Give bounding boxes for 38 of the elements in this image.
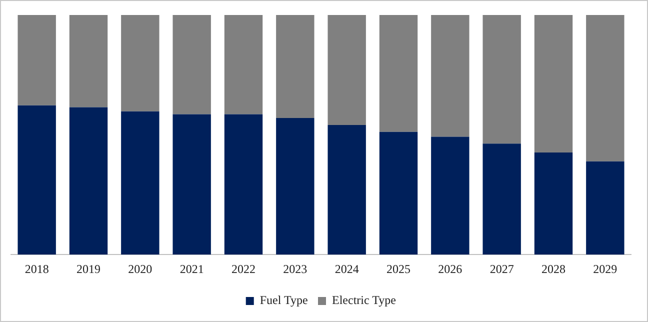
- x-tick-label: 2020: [128, 262, 152, 276]
- x-tick-label: 2018: [24, 262, 49, 276]
- bar: [328, 124, 366, 255]
- x-tick-label: 2029: [593, 262, 618, 276]
- bar: [121, 111, 160, 255]
- x-tick-label: 2024: [334, 262, 359, 276]
- bar: [69, 15, 108, 108]
- bar: [121, 15, 160, 112]
- bar: [172, 114, 211, 255]
- legend-label: Electric Type: [332, 293, 396, 308]
- x-tick-label: 2025: [386, 262, 410, 276]
- legend-label: Fuel Type: [260, 293, 308, 308]
- x-tick-label: 2028: [542, 262, 566, 276]
- bar: [379, 15, 418, 132]
- bar: [586, 161, 624, 255]
- x-tick-label: 2026: [438, 262, 462, 276]
- bar: [534, 15, 573, 153]
- x-tick-label: 2027: [490, 262, 514, 276]
- bar: [534, 152, 573, 255]
- bar: [431, 15, 470, 137]
- x-tick-label: 2019: [76, 262, 100, 276]
- bar: [69, 107, 108, 255]
- bar: [482, 144, 521, 255]
- bar: [224, 114, 263, 255]
- x-tick-label: 2022: [232, 262, 256, 276]
- bar: [18, 15, 56, 106]
- bar: [328, 15, 366, 125]
- x-tick-label: 2021: [180, 262, 204, 276]
- bar: [431, 136, 470, 255]
- bar: [379, 132, 418, 255]
- bar: [586, 15, 624, 162]
- bar: [482, 15, 521, 144]
- bar: [224, 15, 263, 114]
- bar: [18, 105, 56, 255]
- bar: [276, 15, 314, 118]
- x-tick-label: 2023: [283, 262, 308, 276]
- bar: [276, 118, 314, 255]
- bar: [172, 15, 211, 114]
